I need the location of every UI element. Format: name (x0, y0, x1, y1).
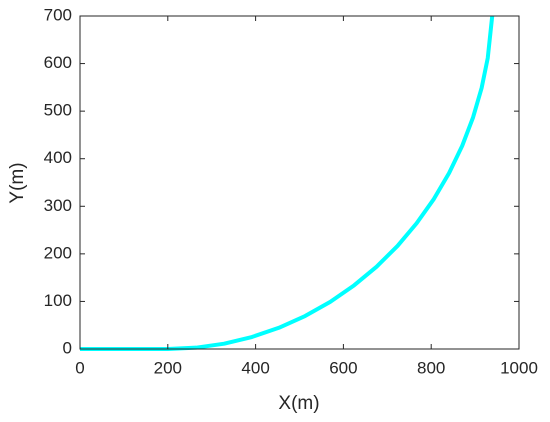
y-tick-label: 0 (63, 338, 72, 357)
y-tick-label: 400 (44, 148, 72, 167)
line (80, 15, 495, 351)
y-tick-label: 600 (44, 53, 72, 72)
plot-frame (79, 15, 520, 350)
x-tick-label: 800 (417, 358, 445, 377)
y-tick-label: 300 (44, 196, 72, 215)
y-axis-label: Y(m) (7, 162, 28, 203)
y-tick-label: 100 (44, 291, 72, 310)
y-tick-label: 700 (44, 5, 72, 24)
x-tick-label: 400 (241, 358, 269, 377)
x-tick-label: 1000 (500, 358, 538, 377)
y-tick-label: 500 (44, 101, 72, 120)
x-tick-label: 0 (75, 358, 84, 377)
x-axis-label: X(m) (278, 393, 319, 414)
x-tick-label: 200 (154, 358, 182, 377)
y-tick-label: 200 (44, 243, 72, 262)
x-tick-label: 600 (329, 358, 357, 377)
